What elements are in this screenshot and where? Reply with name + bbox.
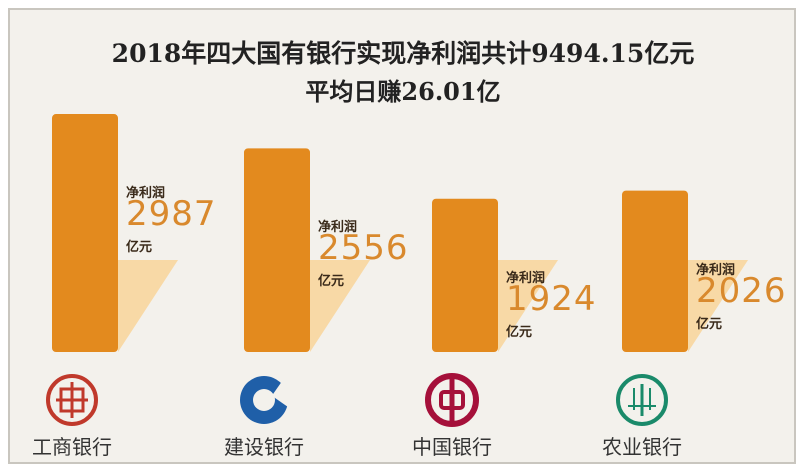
data-label: 2987 [126,194,217,235]
category-label: 农业银行 [602,435,682,459]
unit-label: 亿元 [506,324,533,340]
bar-shadow [310,260,370,352]
bar-3 [622,190,688,352]
icbc-logo-icon [46,374,98,426]
bar-shadow [688,260,748,352]
chart-title: 2018年四大国有银行实现净利润共计9494.15亿元 [111,39,695,68]
unit-label: 亿元 [126,240,153,256]
bar-shadow [118,260,178,352]
category-label: 建设银行 [224,435,304,459]
data-label: 1924 [506,278,597,319]
data-label: 2026 [696,270,787,311]
bar-1 [244,148,310,352]
chart-subtitle: 平均日赚26.01亿 [305,77,501,106]
ccb-logo-icon [240,376,302,424]
bar-shadow [498,260,558,352]
net-profit-label: 净利润 [696,262,736,278]
abc-logo-icon [616,374,668,426]
net-profit-label: 净利润 [506,270,546,286]
net-profit-label: 净利润 [318,220,358,236]
category-label: 工商银行 [32,435,112,459]
bar-0 [52,114,118,352]
category-label: 中国银行 [412,435,492,459]
data-label: 2556 [318,228,409,269]
unit-label: 亿元 [318,274,345,290]
boc-logo-icon [425,373,479,427]
bar-2 [432,198,498,352]
unit-label: 亿元 [696,316,723,332]
net-profit-label: 净利润 [126,186,166,202]
